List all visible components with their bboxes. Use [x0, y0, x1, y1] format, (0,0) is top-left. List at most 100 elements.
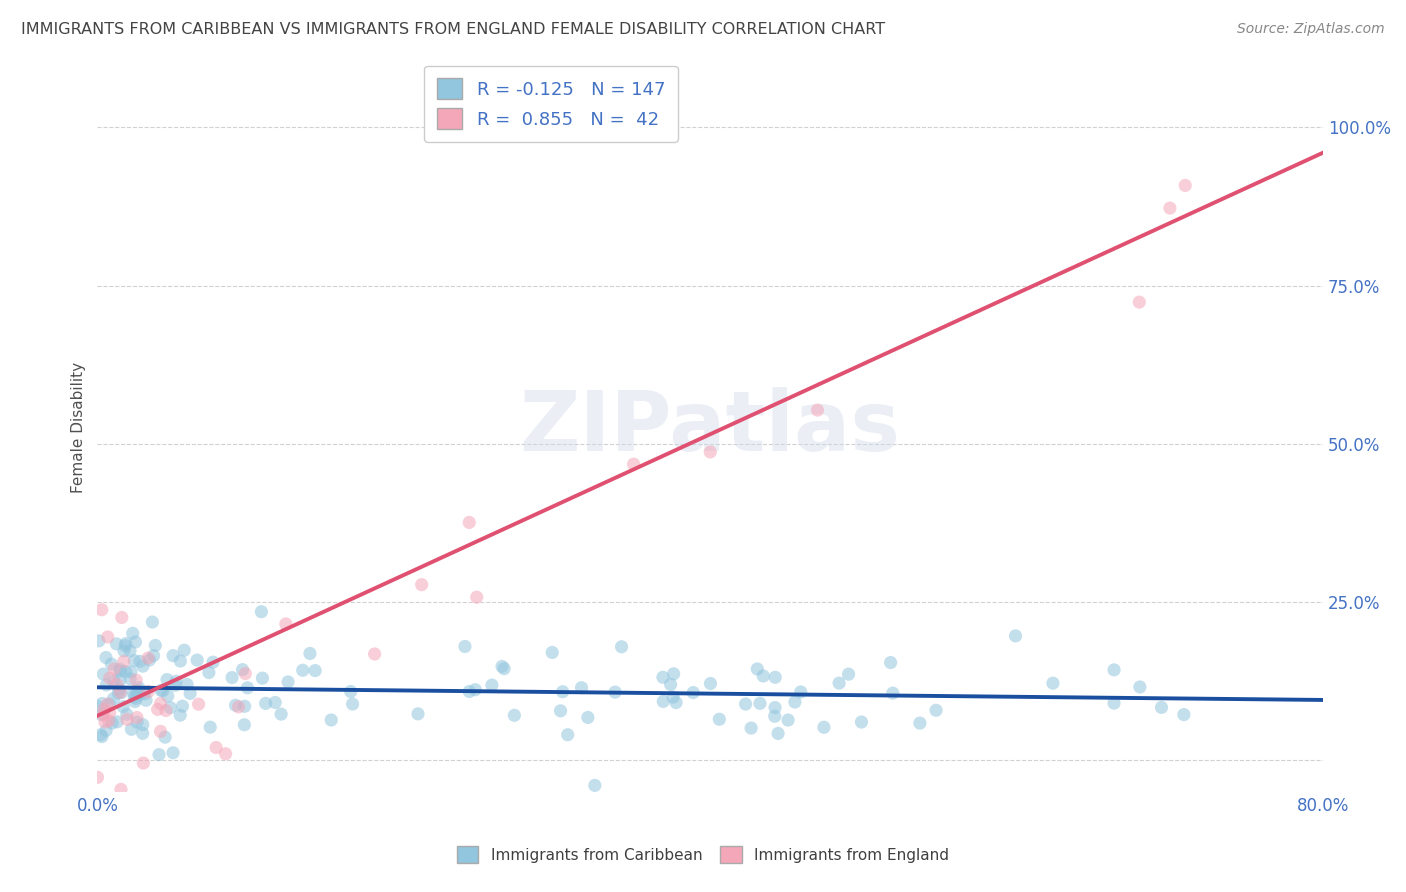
Point [125, 686, 148, 700]
Point [747, 662, 769, 676]
Point [114, 665, 136, 679]
Point [321, 713, 343, 727]
Point [149, 697, 172, 711]
Point [103, 662, 125, 676]
Point [201, 655, 224, 669]
Point [125, 673, 148, 688]
Point [458, 516, 481, 530]
Point [740, 721, 762, 735]
Point [91, 667, 114, 681]
Point [138, 653, 160, 667]
Y-axis label: Female Disability: Female Disability [72, 362, 86, 493]
Point [120, 672, 142, 686]
Point [112, 699, 135, 714]
Point [682, 685, 704, 699]
Point [411, 577, 433, 591]
Point [111, 610, 134, 624]
Legend: R = -0.125   N = 147, R =  0.855   N =  42: R = -0.125 N = 147, R = 0.855 N = 42 [425, 66, 678, 142]
Point [141, 615, 163, 629]
Point [1004, 629, 1026, 643]
Point [101, 716, 124, 731]
Point [112, 655, 135, 669]
Point [576, 710, 599, 724]
Point [339, 684, 361, 698]
Point [236, 681, 259, 695]
Point [136, 651, 159, 665]
Point [136, 684, 159, 698]
Legend: Immigrants from Caribbean, Immigrants from England: Immigrants from Caribbean, Immigrants fr… [450, 838, 956, 871]
Point [1174, 178, 1197, 193]
Point [121, 626, 143, 640]
Point [110, 782, 132, 797]
Point [277, 675, 299, 690]
Point [162, 746, 184, 760]
Point [134, 687, 156, 701]
Point [110, 664, 132, 678]
Point [87, 634, 110, 648]
Point [652, 670, 675, 684]
Point [124, 695, 146, 709]
Point [662, 666, 685, 681]
Point [112, 644, 135, 658]
Point [304, 664, 326, 678]
Point [120, 665, 142, 679]
Point [481, 678, 503, 692]
Point [150, 683, 173, 698]
Point [291, 663, 314, 677]
Point [1102, 663, 1125, 677]
Point [752, 669, 775, 683]
Point [98, 671, 121, 685]
Point [110, 685, 132, 699]
Point [122, 690, 145, 704]
Point [233, 718, 256, 732]
Point [583, 778, 606, 792]
Point [214, 747, 236, 761]
Point [93, 707, 115, 722]
Point [465, 590, 488, 604]
Point [165, 674, 187, 689]
Point [132, 659, 155, 673]
Point [763, 709, 786, 723]
Point [97, 697, 120, 711]
Point [172, 699, 194, 714]
Point [790, 685, 813, 699]
Text: IMMIGRANTS FROM CARIBBEAN VS IMMIGRANTS FROM ENGLAND FEMALE DISABILITY CORRELATI: IMMIGRANTS FROM CARIBBEAN VS IMMIGRANTS … [21, 22, 886, 37]
Point [363, 647, 385, 661]
Point [128, 687, 150, 701]
Point [90, 603, 112, 617]
Point [162, 648, 184, 663]
Point [187, 697, 209, 711]
Point [1159, 201, 1181, 215]
Point [173, 643, 195, 657]
Point [228, 699, 250, 714]
Point [156, 689, 179, 703]
Point [766, 726, 789, 740]
Point [250, 605, 273, 619]
Point [132, 717, 155, 731]
Point [838, 667, 860, 681]
Point [152, 683, 174, 698]
Point [94, 714, 117, 729]
Point [105, 714, 128, 729]
Point [124, 635, 146, 649]
Point [541, 645, 564, 659]
Point [108, 673, 131, 687]
Point [709, 712, 731, 726]
Point [86, 699, 108, 714]
Point [406, 706, 429, 721]
Point [165, 678, 187, 692]
Text: ZIPatlas: ZIPatlas [520, 387, 901, 468]
Point [610, 640, 633, 654]
Point [90, 728, 112, 742]
Point [146, 702, 169, 716]
Point [96, 678, 118, 692]
Point [86, 770, 108, 784]
Point [127, 683, 149, 698]
Point [105, 677, 128, 691]
Point [125, 710, 148, 724]
Point [494, 662, 516, 676]
Point [108, 662, 131, 676]
Point [100, 657, 122, 671]
Point [491, 659, 513, 673]
Point [107, 686, 129, 700]
